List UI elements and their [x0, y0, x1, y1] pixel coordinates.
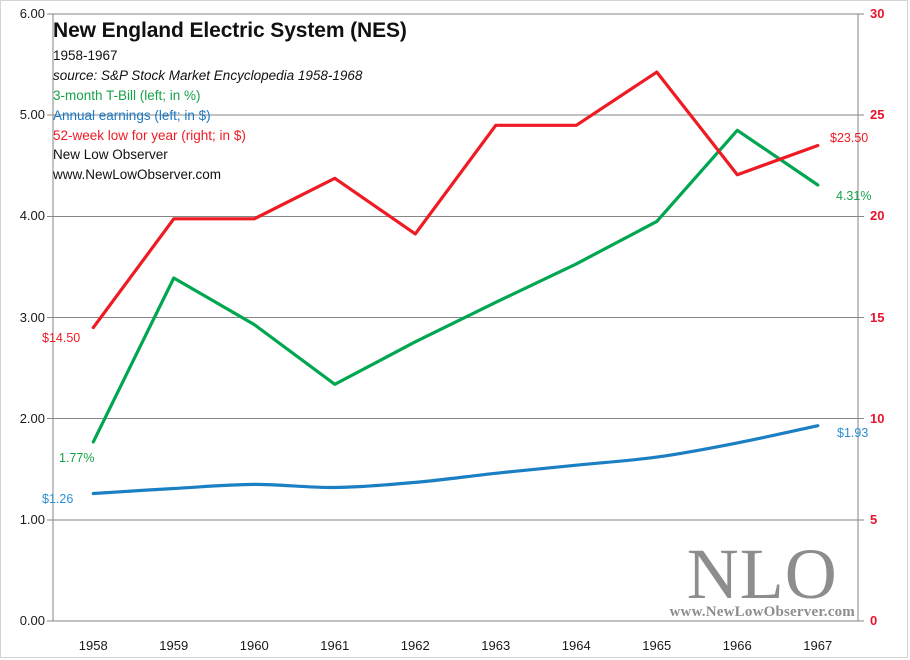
label-tbill-end: 4.31%	[836, 189, 872, 203]
publisher-name: New Low Observer	[53, 147, 168, 163]
y-axis-left-tick-label: 6.00	[19, 6, 45, 21]
x-axis-tick-label: 1960	[239, 638, 269, 653]
y-axis-right-tick-label: 25	[870, 107, 885, 123]
legend-52-week-low: 52-week low for year (right; in $)	[53, 127, 246, 143]
subtitle-date-range: 1958-1967	[53, 48, 118, 64]
x-axis-tick-label: 1958	[78, 638, 108, 653]
y-axis-left-tick-label: 4.00	[19, 208, 45, 224]
label-low-end: $23.50	[830, 131, 869, 145]
title-block: New England Electric System (NES) 1958-1…	[53, 19, 573, 185]
legend-annual-earnings: Annual earnings (left; in $)	[53, 107, 211, 123]
y-axis-right-tick-label: 10	[870, 410, 885, 426]
watermark-url: www.NewLowObserver.com	[669, 604, 855, 620]
y-axis-left-tick-label: 1.00	[19, 511, 45, 527]
label-low-start: $14.50	[42, 331, 81, 345]
series-line	[91, 128, 820, 444]
x-axis-tick-label: 1963	[481, 638, 511, 653]
series-line	[91, 424, 820, 496]
y-axis-left-tick-label: 5.00	[19, 107, 45, 123]
x-axis-tick-label: 1961	[320, 638, 350, 653]
x-axis-tick-label: 1966	[722, 638, 752, 653]
x-axis-tick-label: 1964	[561, 638, 591, 653]
label-earnings-start: $1.26	[42, 492, 74, 506]
publisher-website: www.NewLowObserver.com	[53, 167, 222, 183]
y-axis-right-tick-label: 5	[870, 511, 878, 527]
label-tbill-start: 1.77%	[59, 451, 95, 465]
y-axis-right-tick-label: 20	[870, 208, 885, 224]
x-axis-tick-label: 1965	[642, 638, 672, 653]
x-axis-tick-label: 1959	[159, 638, 189, 653]
y-axis-left-tick-label: 3.00	[19, 309, 45, 325]
watermark: NLO www.NewLowObserver.com	[669, 534, 855, 621]
page-title: New England Electric System (NES)	[53, 19, 407, 42]
label-earnings-end: $1.93	[837, 426, 869, 440]
x-axis-tick-label: 1962	[400, 638, 430, 653]
legend-tbill: 3-month T-Bill (left; in %)	[53, 87, 201, 103]
y-axis-left-tick-label: 2.00	[19, 410, 45, 426]
y-axis-left-tick-label: 0.00	[19, 613, 45, 628]
y-axis-right-tick-label: 15	[870, 309, 885, 325]
source-note: source: S&P Stock Market Encyclopedia 19…	[53, 67, 363, 83]
y-axis-right-tick-label: 30	[870, 6, 885, 21]
y-axis-right-tick-label: 0	[870, 613, 878, 628]
watermark-logo: NLO	[686, 534, 838, 615]
x-axis-tick-label: 1967	[803, 638, 833, 653]
series-line	[91, 70, 820, 330]
